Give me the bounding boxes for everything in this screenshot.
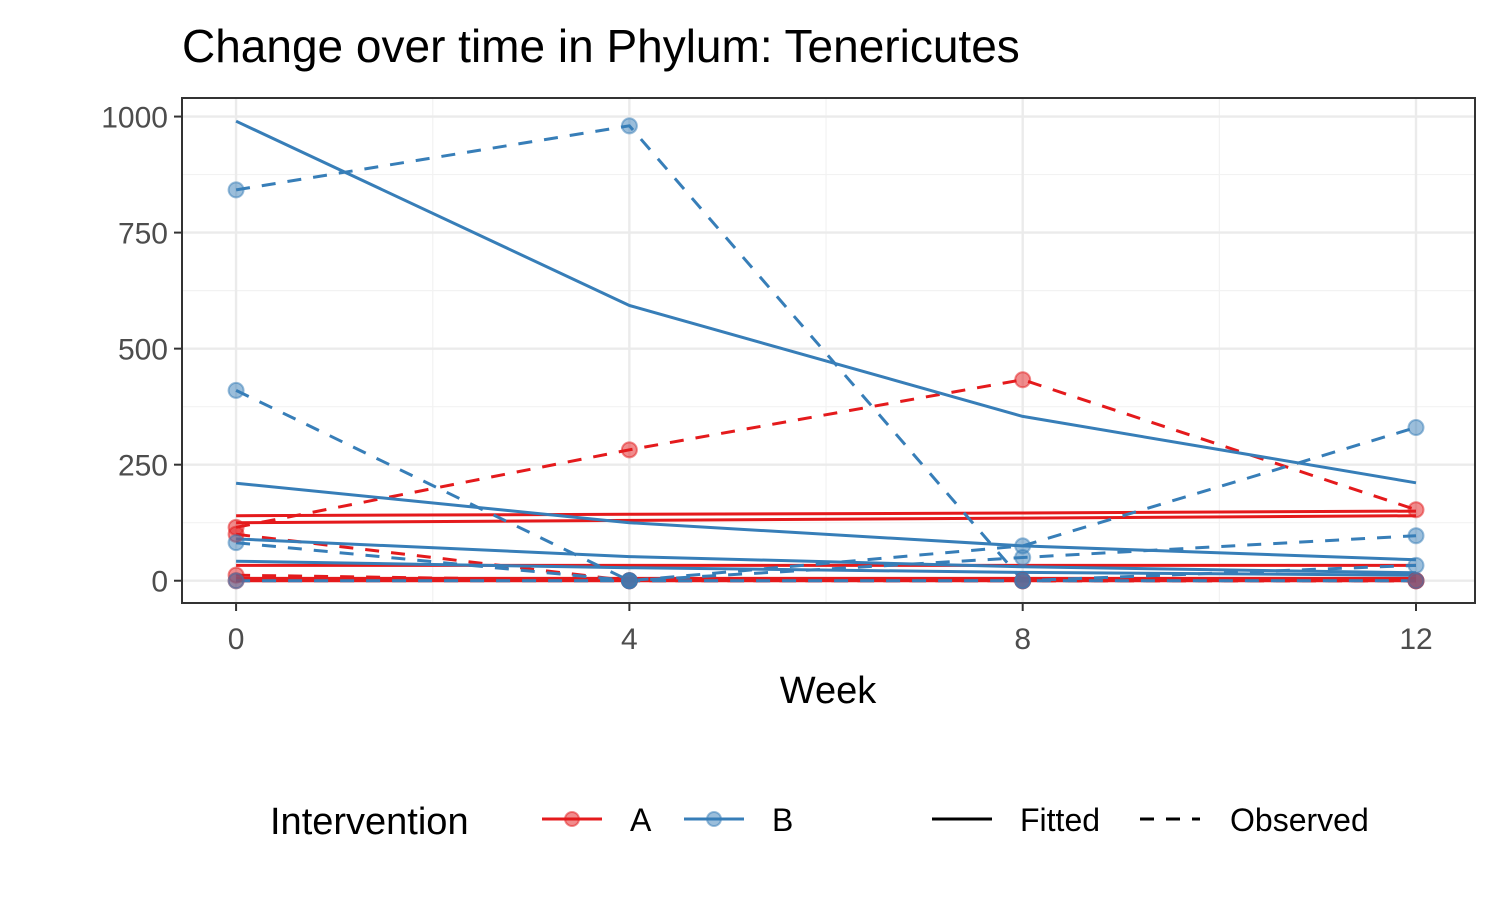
series-line-a-observed-0 <box>235 378 1417 529</box>
data-point-a-0-2 <box>1014 371 1032 389</box>
legend-key-b-point <box>706 811 722 827</box>
data-point-b-12-2 <box>1014 572 1032 590</box>
series-line-b-observed-10 <box>235 389 1417 583</box>
data-point-b-12-1 <box>620 572 638 590</box>
x-axis: 0 4 8 12 <box>228 603 1433 656</box>
data-points <box>227 117 1425 590</box>
legend-key-observed: Observed <box>1140 802 1369 838</box>
legend-key-a-point <box>564 811 580 827</box>
legend-key-a: A <box>542 802 652 838</box>
data-point-a-0-1 <box>620 441 638 459</box>
data-point-b-10-0 <box>227 381 245 399</box>
series-line-b-fitted-15 <box>236 537 1417 575</box>
major-gridlines <box>182 98 1475 603</box>
x-tick-label: 0 <box>228 623 245 656</box>
series-line-b-fitted-16 <box>236 559 1417 577</box>
series-line-a-fitted-4 <box>236 509 1417 518</box>
data-point-a-0-3 <box>1407 501 1425 519</box>
legend-label-b: B <box>772 802 793 838</box>
x-axis-title: Week <box>780 670 877 712</box>
y-tick-label: 1000 <box>101 102 168 135</box>
series-lines <box>235 119 1417 583</box>
x-tick-label: 4 <box>621 623 638 656</box>
data-point-b-12-0 <box>227 572 245 590</box>
legend-title: Intervention <box>270 801 469 843</box>
series-line-b-observed-9 <box>235 124 1416 583</box>
data-point-b-11-3 <box>1407 527 1425 545</box>
plot-panel-background <box>182 98 1475 603</box>
legend: Intervention A B Fitted Observed <box>270 801 1369 843</box>
y-tick-label: 500 <box>118 334 168 367</box>
minor-gridlines <box>182 98 1475 603</box>
data-point-b-9-0 <box>227 181 245 199</box>
y-tick-label: 0 <box>151 566 168 599</box>
legend-key-b: B <box>684 802 793 838</box>
y-tick-label: 250 <box>118 450 168 483</box>
legend-label-fitted: Fitted <box>1020 802 1100 838</box>
data-point-b-9-1 <box>620 117 638 135</box>
chart-title: Change over time in Phylum: Tenericutes <box>182 20 1020 72</box>
legend-label-a: A <box>630 802 652 838</box>
x-tick-label: 8 <box>1014 623 1031 656</box>
data-point-b-11-2 <box>1014 549 1032 567</box>
series-line-a-fitted-5 <box>236 514 1417 525</box>
series-line-b-fitted-14 <box>235 481 1417 562</box>
data-point-b-11-0 <box>227 534 245 552</box>
y-tick-label: 750 <box>118 218 168 251</box>
data-point-b-10-3 <box>1407 419 1425 437</box>
y-axis: 0 250 500 750 1000 <box>101 102 182 599</box>
series-line-b-fitted-13 <box>235 119 1417 485</box>
legend-key-fitted: Fitted <box>932 802 1100 838</box>
plot-panel-border <box>181 97 1476 604</box>
data-point-b-9-3 <box>1407 572 1425 590</box>
data-point-b-12-3 <box>1407 556 1425 574</box>
x-tick-label: 12 <box>1399 623 1432 656</box>
legend-label-observed: Observed <box>1230 802 1369 838</box>
